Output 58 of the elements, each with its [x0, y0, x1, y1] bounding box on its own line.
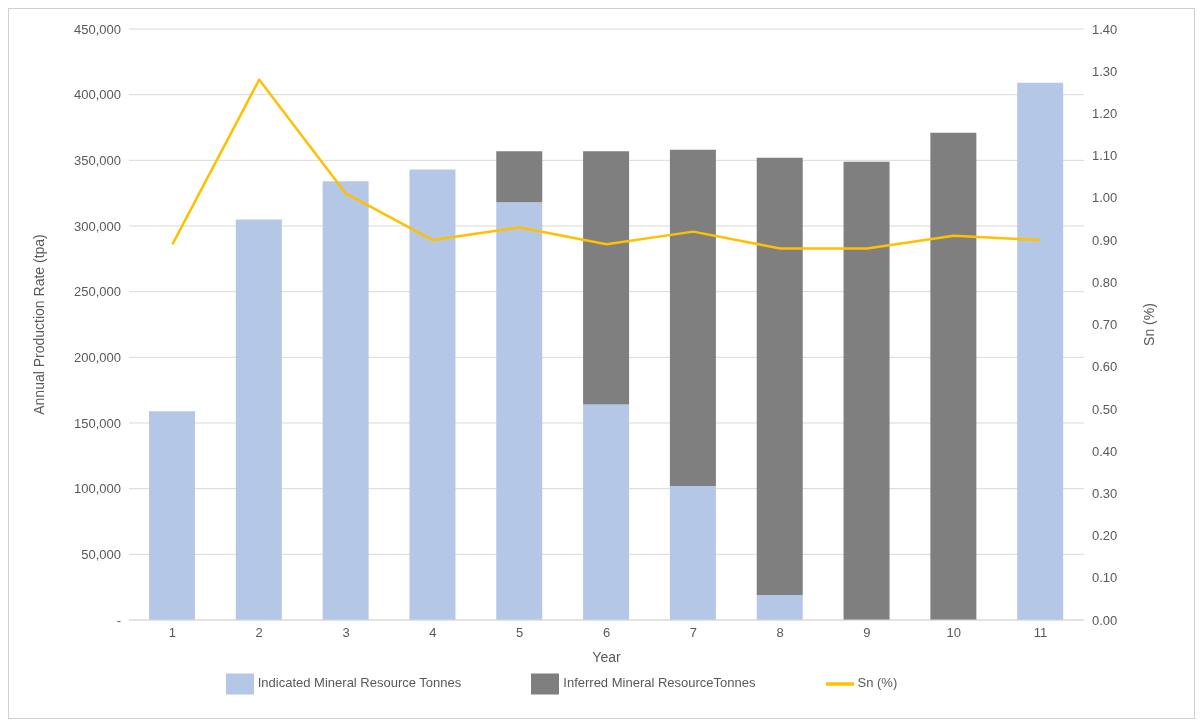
x-axis-title: Year	[592, 649, 621, 665]
legend-label: Indicated Mineral Resource Tonnes	[257, 675, 462, 691]
y2-tick-label: 0.80	[1092, 274, 1118, 290]
legend-label: Sn (%)	[857, 675, 898, 691]
bar	[669, 149, 716, 487]
x-tick-label: 8	[776, 625, 784, 641]
y-tick-label: 200,000	[74, 349, 121, 365]
bar	[843, 161, 890, 620]
y2-tick-label: 0.50	[1092, 401, 1118, 417]
x-tick-label: 4	[429, 625, 437, 641]
line-series	[171, 78, 1042, 250]
x-tick-label: 7	[689, 625, 697, 641]
y-tick-label: 150,000	[74, 415, 121, 431]
legend-label: Inferred Mineral ResourceTonnes	[563, 675, 756, 691]
bar	[322, 181, 369, 620]
y2-tick-label: 0.40	[1092, 443, 1118, 459]
x-tick-label: 9	[863, 625, 871, 641]
y-tick-label: 100,000	[74, 481, 121, 497]
y2-tick-label: 1.00	[1092, 190, 1118, 206]
y2-tick-label: 0.70	[1092, 317, 1118, 333]
y2-tick-label: 1.10	[1092, 148, 1118, 164]
y-tick-label: 450,000	[74, 21, 121, 37]
y-axis-title: Annual Production Rate (tpa)	[30, 234, 47, 415]
bar	[583, 151, 630, 405]
y2-tick-label: 0.20	[1092, 528, 1118, 544]
y-tick-label: 250,000	[74, 284, 121, 300]
bar	[496, 151, 543, 203]
x-tick-label: 10	[946, 625, 962, 641]
y2-tick-label: 0.30	[1092, 485, 1118, 501]
y2-tick-label: 1.20	[1092, 106, 1118, 122]
bar	[496, 202, 543, 620]
x-tick-label: 6	[602, 625, 611, 641]
y2-tick-label: 0.60	[1092, 359, 1118, 375]
y-tick-label: 50,000	[81, 546, 121, 562]
bar	[583, 404, 630, 620]
x-tick-label: 11	[1033, 625, 1048, 641]
y-tick-label: 350,000	[74, 152, 121, 168]
bar	[1017, 82, 1064, 620]
bar	[669, 486, 716, 620]
x-tick-label: 5	[516, 625, 524, 641]
y-tick-label: -	[116, 612, 121, 628]
y-tick-label: 400,000	[74, 87, 121, 103]
bar	[409, 169, 456, 620]
y2-tick-label: 1.30	[1092, 63, 1118, 79]
y-tick-label: 300,000	[74, 218, 121, 234]
y2-axis-title: Sn (%)	[1140, 303, 1157, 346]
y2-tick-label: 0.90	[1092, 232, 1118, 248]
y2-tick-label: 0.00	[1092, 612, 1118, 628]
x-tick-label: 3	[342, 625, 350, 641]
x-tick-label: 2	[255, 625, 263, 641]
bar	[930, 132, 977, 620]
y2-tick-label: 0.10	[1092, 570, 1118, 586]
bar	[756, 595, 803, 620]
bar	[235, 219, 282, 620]
bar	[149, 411, 195, 620]
y2-tick-label: 1.40	[1092, 21, 1118, 37]
x-tick-label: 1	[168, 625, 177, 641]
bar	[756, 157, 803, 596]
